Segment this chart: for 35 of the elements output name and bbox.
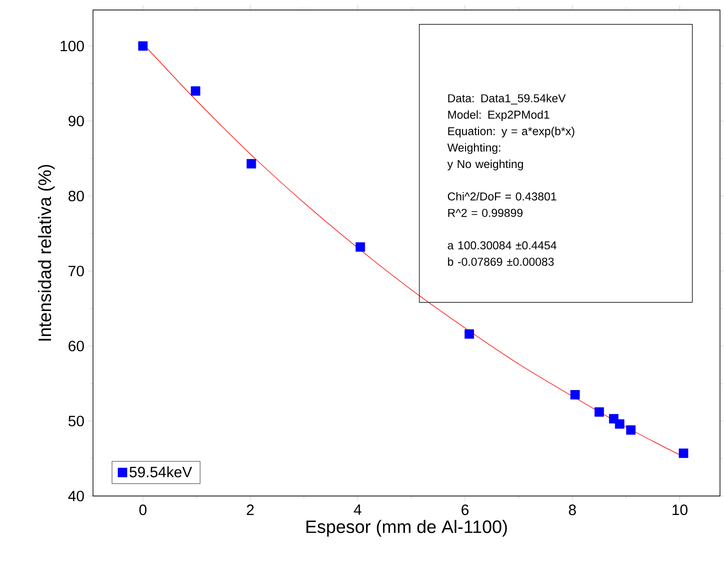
annotation: Weighting: xyxy=(447,143,500,154)
point xyxy=(570,390,580,400)
y-tick-label: 80 xyxy=(68,190,84,202)
x-tick-label: 2 xyxy=(246,504,254,515)
x-axis-title: Espesor (mm de Al-1100) xyxy=(306,520,507,537)
y-tick-label: 90 xyxy=(68,116,84,126)
annotation: Data: Data1_59.54keV xyxy=(448,94,566,104)
annotation: y No weighting xyxy=(447,160,523,170)
x-tick-label: 6 xyxy=(462,504,469,516)
y-tick-label: 60 xyxy=(68,340,84,352)
point xyxy=(464,329,474,339)
y-tick-label: 50 xyxy=(68,416,84,426)
annotation: Equation: y = a*exp(b*x) xyxy=(448,126,574,138)
point xyxy=(678,448,688,458)
y-tick-label: 100 xyxy=(60,40,84,52)
point xyxy=(594,407,604,417)
point xyxy=(626,425,636,435)
point xyxy=(614,419,624,429)
annotation: Model: Exp2PMod1 xyxy=(448,110,550,122)
point xyxy=(138,41,148,51)
annotation: Chi^2/DoF = 0.43801 xyxy=(448,192,556,201)
legend-label: 59.54keV xyxy=(130,466,192,478)
x-tick-label: 4 xyxy=(354,504,362,515)
annotation: a 100.30084 ±0.4454 xyxy=(448,241,556,250)
point xyxy=(246,159,256,168)
x-tick-label: 8 xyxy=(568,504,576,516)
x-tick-label: 10 xyxy=(672,504,688,516)
point xyxy=(356,242,366,252)
x-tick-label: 0 xyxy=(139,504,146,516)
y-axis-title: Intensidad relativa (%) xyxy=(38,164,55,341)
annotation: b -0.07869 ±0.00083 xyxy=(448,257,554,266)
y-tick-label: 40 xyxy=(68,490,84,502)
point xyxy=(190,86,200,96)
annotation: R^2 = 0.99899 xyxy=(448,208,523,217)
y-tick-label: 70 xyxy=(68,266,84,276)
